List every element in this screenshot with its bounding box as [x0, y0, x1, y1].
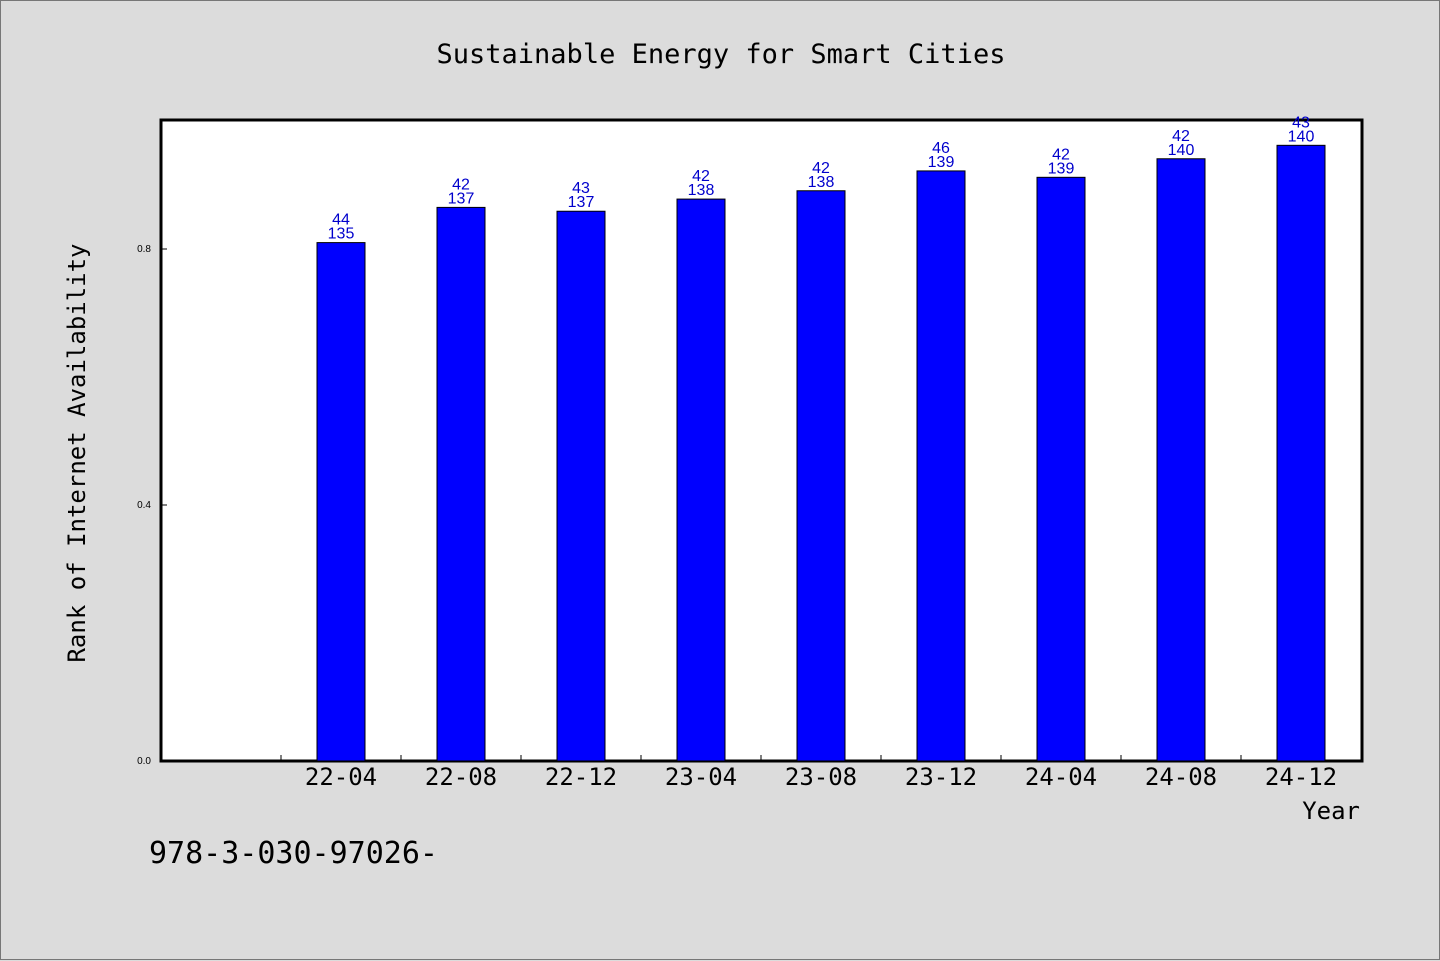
footnote-isbn: 978-3-030-97026-	[149, 836, 438, 871]
bar-label-bottom: 139	[1048, 160, 1075, 177]
bar-label-top: 44	[332, 212, 350, 229]
bar-label-top: 46	[932, 140, 950, 157]
bar-24-08	[1156, 158, 1206, 762]
x-tick-label: 22-04	[305, 763, 377, 791]
bar-label-top: 42	[1172, 128, 1190, 145]
x-tick-label: 24-12	[1265, 763, 1337, 791]
bar-24-04	[1036, 176, 1086, 762]
bar-label-bottom: 135	[328, 226, 355, 243]
bar-label-top: 43	[572, 180, 590, 197]
bar-label-bottom: 137	[568, 194, 595, 211]
bar-22-12	[556, 210, 606, 762]
bar-label-top: 43	[1292, 114, 1310, 131]
bar-label-bottom: 140	[1168, 142, 1195, 159]
x-tick-label: 23-12	[905, 763, 977, 791]
bar-24-12	[1276, 144, 1326, 762]
x-axis: 22-04 22-08 22-12 23-04 23-08 23-12 24-04 24-08…	[280, 755, 1362, 791]
x-axis-label: Year	[1302, 797, 1360, 825]
y-tick-label: 0.0	[137, 756, 151, 767]
bar-22-04	[316, 242, 366, 762]
y-axis-label: Rank of Internet Availability	[63, 243, 91, 662]
bar-label-bottom: 138	[808, 174, 835, 191]
bar-23-12	[916, 170, 966, 762]
x-tick-label: 22-12	[545, 763, 617, 791]
bar-label-top: 42	[1052, 146, 1070, 163]
x-tick-label: 24-08	[1145, 763, 1217, 791]
x-tick-label: 24-04	[1025, 763, 1097, 791]
bar-label-top: 42	[452, 176, 470, 193]
bar-label-bottom: 137	[448, 190, 475, 207]
bar-label-bottom: 139	[928, 154, 955, 171]
bar-label-bottom: 140	[1288, 128, 1315, 145]
chart-title: Sustainable Energy for Smart Cities	[437, 39, 1006, 70]
x-tick-label: 23-04	[665, 763, 737, 791]
x-tick-label: 23-08	[785, 763, 857, 791]
bar-label-top: 42	[812, 160, 830, 177]
bar-22-08	[436, 206, 486, 762]
y-axis: 0.0 0.4 0.8	[137, 244, 167, 767]
y-tick-label: 0.4	[137, 500, 151, 511]
bar-23-08	[796, 190, 846, 762]
x-tick-label: 22-08	[425, 763, 497, 791]
bar-label-top: 42	[692, 168, 710, 185]
y-tick-label: 0.8	[137, 244, 151, 255]
bar-label-bottom: 138	[688, 182, 715, 199]
bar-23-04	[676, 198, 726, 762]
